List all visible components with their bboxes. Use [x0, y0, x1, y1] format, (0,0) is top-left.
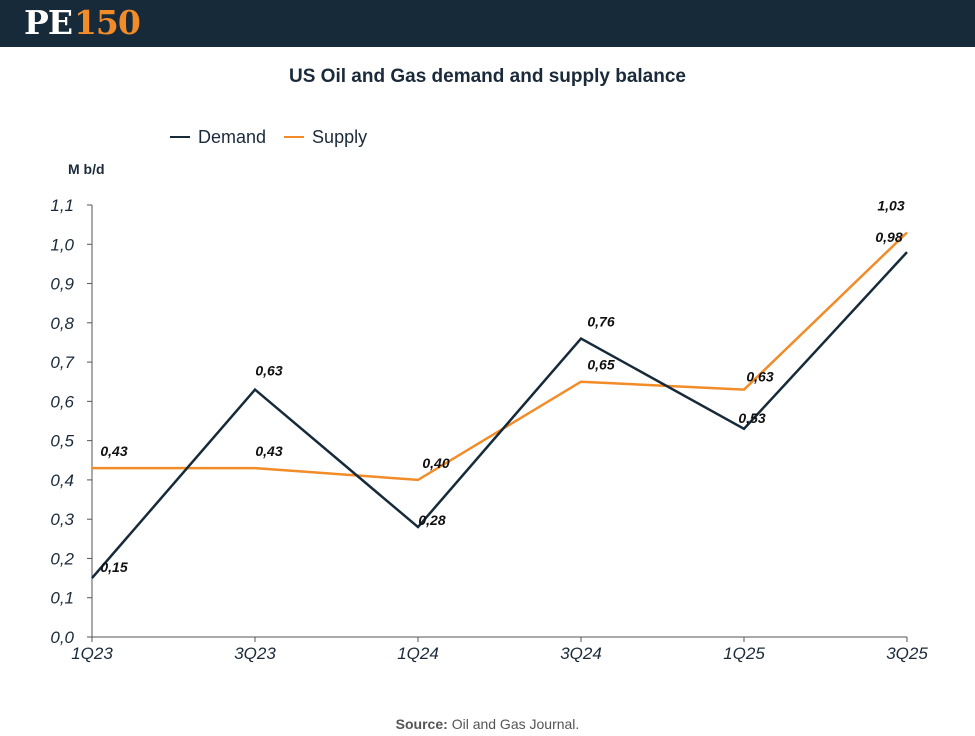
legend-label-demand: Demand: [198, 126, 267, 147]
logo-150-text: 150: [73, 3, 141, 42]
header-bar: PE150: [0, 0, 975, 47]
data-label-supply: 0,65: [587, 357, 614, 373]
legend-swatch-demand: [170, 136, 190, 138]
x-tick-label: 3Q25: [886, 644, 928, 663]
legend-label-supply: Supply: [312, 126, 368, 147]
pe150-logo[interactable]: PE150: [24, 3, 141, 43]
y-axis-unit-label: M b/d: [68, 161, 105, 177]
y-tick-label: 0,7: [50, 353, 74, 372]
y-tick-label: 0,9: [50, 275, 74, 294]
x-tick-label: 1Q25: [723, 644, 765, 663]
series-line-demand: [91, 251, 908, 579]
source-note: Source: Oil and Gas Journal.: [0, 716, 975, 732]
y-tick-label: 0,5: [50, 432, 74, 451]
source-key: Source:: [395, 716, 448, 732]
y-tick-label: 0,1: [50, 589, 74, 608]
y-tick-label: 0,3: [50, 510, 74, 529]
y-tick-label: 0,2: [50, 549, 74, 568]
data-label-supply: 0,40: [422, 455, 449, 471]
data-label-supply: 0,43: [255, 443, 282, 459]
x-tick-label: 3Q24: [560, 644, 602, 663]
chart-title: US Oil and Gas demand and supply balance: [289, 66, 686, 87]
legend-item-supply: Supply: [284, 127, 367, 148]
data-label-demand: 0,63: [255, 363, 282, 379]
chart-legend: Demand Supply: [170, 126, 385, 148]
x-tick-label: 1Q24: [397, 644, 439, 663]
y-tick-label: 0,8: [50, 314, 74, 333]
data-label-supply: 0,43: [100, 443, 127, 459]
y-tick-label: 0,6: [50, 392, 74, 411]
source-text: Oil and Gas Journal.: [451, 716, 580, 732]
y-tick-label: 1,1: [50, 196, 74, 215]
legend-item-demand: Demand: [170, 127, 266, 148]
legend-swatch-supply: [284, 136, 305, 138]
data-label-demand: 0,53: [738, 410, 765, 426]
x-tick-label: 1Q23: [71, 644, 113, 663]
y-tick-label: 1,0: [50, 235, 74, 254]
data-label-demand: 0,76: [587, 314, 614, 330]
data-label-demand: 0,15: [100, 559, 127, 575]
y-tick-label: 0,0: [50, 628, 74, 647]
data-label-demand: 0,98: [875, 229, 902, 245]
data-label-supply: 1,03: [877, 197, 904, 213]
logo-pe-text: PE: [24, 3, 73, 42]
x-tick-label: 3Q23: [234, 644, 276, 663]
series-line-supply: [92, 231, 908, 482]
y-tick-label: 0,4: [50, 471, 74, 490]
data-label-demand: 0,28: [418, 512, 445, 528]
data-label-supply: 0,63: [746, 369, 773, 385]
